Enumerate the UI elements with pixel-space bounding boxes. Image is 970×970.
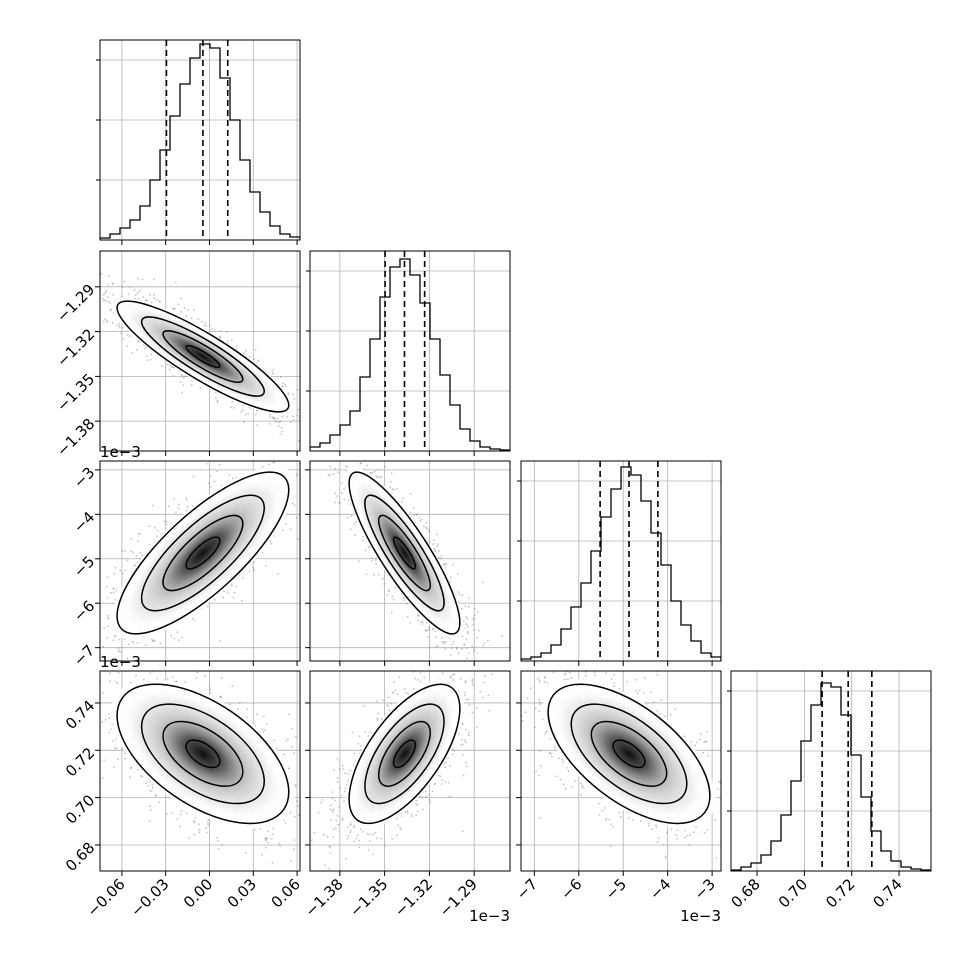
contour-2: [162, 330, 244, 383]
histogram-step: [310, 258, 510, 451]
y-tick-label-4: −3: [70, 464, 98, 492]
x-tick-label-4: −3: [691, 875, 719, 903]
panel-frame: [520, 460, 722, 662]
panel-frame: [99, 670, 301, 872]
y-tick-label-1: −1.35: [53, 370, 98, 415]
y-tick-label-2: −5: [70, 552, 98, 580]
panel-3-0: 0.68 0.70 0.72 0.74 −0.06−0.03 0.00 0.03 0.06: [62, 670, 304, 920]
x-tick-label-3: 0.03: [224, 875, 260, 911]
histogram-step: [100, 43, 300, 240]
panel-0-0: [96, 39, 301, 245]
panel-frame: [99, 39, 301, 241]
contour-1: [140, 494, 265, 612]
contour-0: [116, 683, 290, 825]
density-shading: [353, 689, 456, 819]
contour-2: [590, 720, 668, 787]
y-tick-label-2: 0.72: [62, 744, 98, 780]
panel-frame: [99, 250, 301, 452]
y-tick-label-0: 0.68: [62, 839, 98, 875]
contour-3: [185, 536, 221, 570]
x-offset-label: 1e−3: [680, 907, 721, 925]
x-tick-label-1: −1.35: [346, 875, 391, 920]
contour-2: [378, 720, 431, 787]
y-offset-label: 1e−3: [100, 653, 141, 671]
corner-plot-panels: −1.38−1.35−1.32−1.291e−3−7−6−5−4−31e−30.…: [53, 39, 932, 925]
histogram-step: [731, 682, 931, 871]
panel-1-1: [306, 250, 511, 456]
y-tick-label-3: −1.29: [53, 280, 98, 325]
contour-0: [116, 300, 290, 413]
contour-1: [364, 703, 445, 805]
x-tick-label-2: −5: [602, 875, 630, 903]
y-tick-label-1: 0.70: [62, 791, 98, 827]
contour-0: [348, 683, 461, 825]
x-tick-label-1: −0.03: [127, 875, 172, 920]
contour-0: [348, 471, 461, 635]
x-tick-label-0: −0.06: [83, 875, 128, 920]
x-tick-label-2: 0.00: [180, 875, 216, 911]
contour-3: [185, 344, 221, 369]
gridlines: [310, 251, 510, 451]
panel-3-2: −7 −6 −5 −4 −3 1e−3: [513, 670, 722, 925]
y-offset-label: 1e−3: [100, 443, 141, 461]
x-tick-label-3: 0.74: [870, 875, 906, 911]
x-tick-label-2: −1.32: [391, 875, 436, 920]
y-tick-label-3: 0.74: [62, 697, 98, 733]
y-tick-label-3: −4: [70, 508, 98, 536]
contour-1: [140, 316, 265, 397]
density-shading: [123, 689, 283, 819]
density-shading: [123, 305, 283, 408]
panel-frame: [309, 460, 511, 662]
panel-frame: [99, 460, 301, 662]
contour-1: [364, 494, 445, 612]
panel-2-2: [517, 460, 722, 666]
x-tick-label-0: −7: [513, 875, 541, 903]
panel-3-3: 0.68 0.70 0.72 0.74: [727, 670, 932, 911]
contour-2: [378, 514, 431, 592]
x-tick-label-0: −1.38: [301, 875, 346, 920]
y-tick-label-0: −1.38: [53, 415, 98, 460]
contour-2: [162, 720, 244, 787]
y-tick-label-2: −1.32: [53, 325, 98, 370]
contour-1: [140, 703, 265, 805]
gridlines: [731, 671, 931, 871]
x-tick-label-0: 0.68: [728, 875, 764, 911]
x-tick-label-3: −4: [646, 875, 674, 903]
contour-3: [392, 739, 417, 769]
contour-3: [392, 536, 417, 570]
panel-frame: [730, 670, 932, 872]
histogram-step: [521, 466, 721, 661]
density-shading: [353, 477, 456, 629]
gridlines: [100, 40, 300, 240]
x-tick-label-1: 0.70: [775, 875, 811, 911]
x-tick-label-1: −6: [557, 875, 585, 903]
contour-3: [185, 739, 221, 769]
panel-2-0: −7 −6 −5 −4 −3 1e−3: [70, 460, 301, 671]
panel-1-0: −1.38−1.35−1.32−1.29 1e−3: [53, 250, 301, 461]
contour-0: [547, 683, 711, 825]
density-shading: [553, 689, 705, 819]
y-tick-label-0: −7: [70, 641, 98, 669]
gridlines: [521, 461, 721, 661]
x-tick-label-4: 0.06: [268, 875, 304, 911]
panel-2-1: [305, 460, 511, 666]
panel-frame: [520, 670, 722, 872]
contour-0: [116, 471, 290, 635]
contour-2: [162, 514, 244, 592]
panel-frame: [309, 250, 511, 452]
x-tick-label-2: 0.72: [822, 875, 858, 911]
density-shading: [123, 477, 283, 629]
panel-frame: [309, 670, 511, 872]
contour-3: [612, 739, 646, 769]
y-tick-label-1: −6: [70, 597, 98, 625]
x-offset-label: 1e−3: [469, 907, 510, 925]
contour-1: [570, 703, 688, 805]
